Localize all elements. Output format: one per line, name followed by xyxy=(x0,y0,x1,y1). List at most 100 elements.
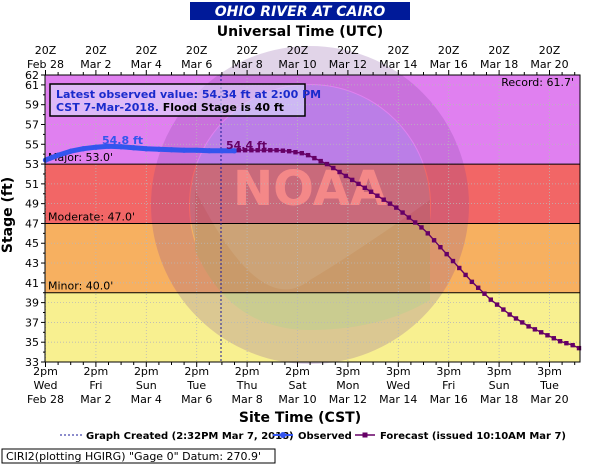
forecast-point xyxy=(337,169,342,175)
observed-point xyxy=(80,146,86,152)
bottom-tick-time: 3pm xyxy=(386,365,411,378)
forecast-point xyxy=(343,173,349,179)
bottom-tick-time: 2pm xyxy=(33,365,58,378)
footer-box xyxy=(1,448,276,464)
bottom-tick-date: Mar 18 xyxy=(480,393,518,406)
top-tick-hour: 20Z xyxy=(388,44,410,57)
forecast-point xyxy=(532,327,538,332)
x-axis-title: Site Time (CST) xyxy=(239,410,361,426)
y-tick-label: 62 xyxy=(25,69,39,82)
bottom-tick-day: Wed xyxy=(386,379,410,392)
forecast-point xyxy=(400,210,405,215)
forecast-point xyxy=(331,165,336,171)
series-layer: 54.8 ft 54.4 ft xyxy=(42,75,582,362)
bottom-tick-day: Fri xyxy=(89,379,102,392)
bottom-tick-day: Wed xyxy=(34,379,58,392)
band-major xyxy=(45,164,580,224)
forecast-point xyxy=(318,158,323,164)
forecast-point xyxy=(494,302,500,307)
observed-point xyxy=(143,146,149,152)
forecast-point xyxy=(349,177,355,183)
flood-threshold-lines xyxy=(45,163,580,294)
latest-value-info-box: Latest observed value: 54.34 ft at 2:00 … xyxy=(49,83,321,117)
legend-observed-marker xyxy=(280,432,286,438)
noaa-logo-bird xyxy=(195,190,430,330)
top-tick-hour: 20Z xyxy=(539,44,561,57)
forecast-point xyxy=(368,189,374,194)
bottom-tick-time: 3pm xyxy=(537,365,562,378)
forecast-point xyxy=(419,225,424,230)
bottom-tick-day: Thu xyxy=(236,379,258,392)
forecast-point xyxy=(261,148,267,153)
bottom-tick-day: Sun xyxy=(489,379,510,392)
bottom-tick-time: 3pm xyxy=(487,365,512,378)
noaa-logo-text: NOAA xyxy=(233,161,387,217)
forecast-point xyxy=(324,161,330,167)
info-line-1: Latest observed value: 54.34 ft at 2:00 … xyxy=(56,88,321,101)
forecast-point xyxy=(280,148,286,153)
observed-peak-label: 54.8 ft xyxy=(102,134,143,147)
bottom-tick-day: Mon xyxy=(336,379,359,392)
noaa-watermark: NOAA xyxy=(151,46,469,364)
bottom-tick-day: Tue xyxy=(539,379,559,392)
noaa-logo-group: NOAA xyxy=(151,46,469,364)
y-tick-label: 39 xyxy=(25,297,39,310)
forecast-point xyxy=(457,265,462,271)
top-tick-date: Mar 18 xyxy=(480,58,518,71)
observed-line xyxy=(43,143,237,163)
top-tick-date: Mar 12 xyxy=(329,58,367,71)
top-tick-hour: 20Z xyxy=(287,44,309,57)
observed-point xyxy=(131,145,137,151)
info-line-2a: CST 7-Mar-2018. xyxy=(56,101,159,114)
top-tick-hour: 20Z xyxy=(236,44,258,57)
threshold-label-record: Record: 61.7' xyxy=(501,76,574,89)
bottom-tick-day: Sat xyxy=(288,379,307,392)
top-tick-date: Mar 14 xyxy=(379,58,417,71)
title-banner xyxy=(190,2,410,20)
forecast-point xyxy=(268,148,273,153)
noaa-logo-disc xyxy=(190,85,430,325)
flood-category-bands xyxy=(45,75,580,362)
y-tick-label: 33 xyxy=(25,356,39,369)
legend-forecast-marker xyxy=(362,432,368,438)
bottom-tick-time: 2pm xyxy=(134,365,159,378)
forecast-point xyxy=(507,312,512,317)
forecast-point xyxy=(501,307,506,312)
forecast-point xyxy=(412,220,418,225)
forecast-peak-label: 54.4 ft xyxy=(226,139,267,152)
forecast-point xyxy=(564,340,569,346)
observed-point xyxy=(231,148,238,154)
forecast-point xyxy=(274,148,279,153)
bottom-tick-day: Sun xyxy=(136,379,157,392)
forecast-point xyxy=(438,245,443,250)
forecast-point xyxy=(513,316,519,321)
forecast-point xyxy=(286,149,292,154)
chart-title: OHIO RIVER AT CAIRO xyxy=(215,4,386,20)
top-tick-hour: 20Z xyxy=(35,44,57,57)
forecast-point xyxy=(526,324,531,329)
band-moderate xyxy=(45,223,580,293)
forecast-point xyxy=(576,345,582,351)
bottom-tick-time: 3pm xyxy=(436,365,461,378)
legend-forecast: Forecast (issued 10:10AM Mar 7) xyxy=(380,431,566,442)
observed-point xyxy=(118,144,124,150)
forecast-point xyxy=(356,181,361,187)
y-tick-label: 47 xyxy=(25,217,39,230)
top-tick-hour: 20Z xyxy=(186,44,208,57)
forecast-point xyxy=(312,155,317,161)
forecast-point xyxy=(488,297,493,302)
forecast-point xyxy=(425,231,430,236)
y-tick-label: 59 xyxy=(25,99,39,112)
bottom-tick-date: Mar 14 xyxy=(379,393,417,406)
noaa-logo-ring xyxy=(151,46,469,364)
bottom-tick-date: Mar 6 xyxy=(181,393,212,406)
top-axis-title: Universal Time (UTC) xyxy=(217,24,383,40)
bottom-tick-date: Mar 4 xyxy=(131,393,162,406)
forecast-point xyxy=(538,330,544,335)
observed-point xyxy=(181,147,187,153)
y-tick-label: 61 xyxy=(25,79,39,92)
observed-point xyxy=(68,148,74,154)
top-tick-date: Mar 8 xyxy=(231,58,262,71)
